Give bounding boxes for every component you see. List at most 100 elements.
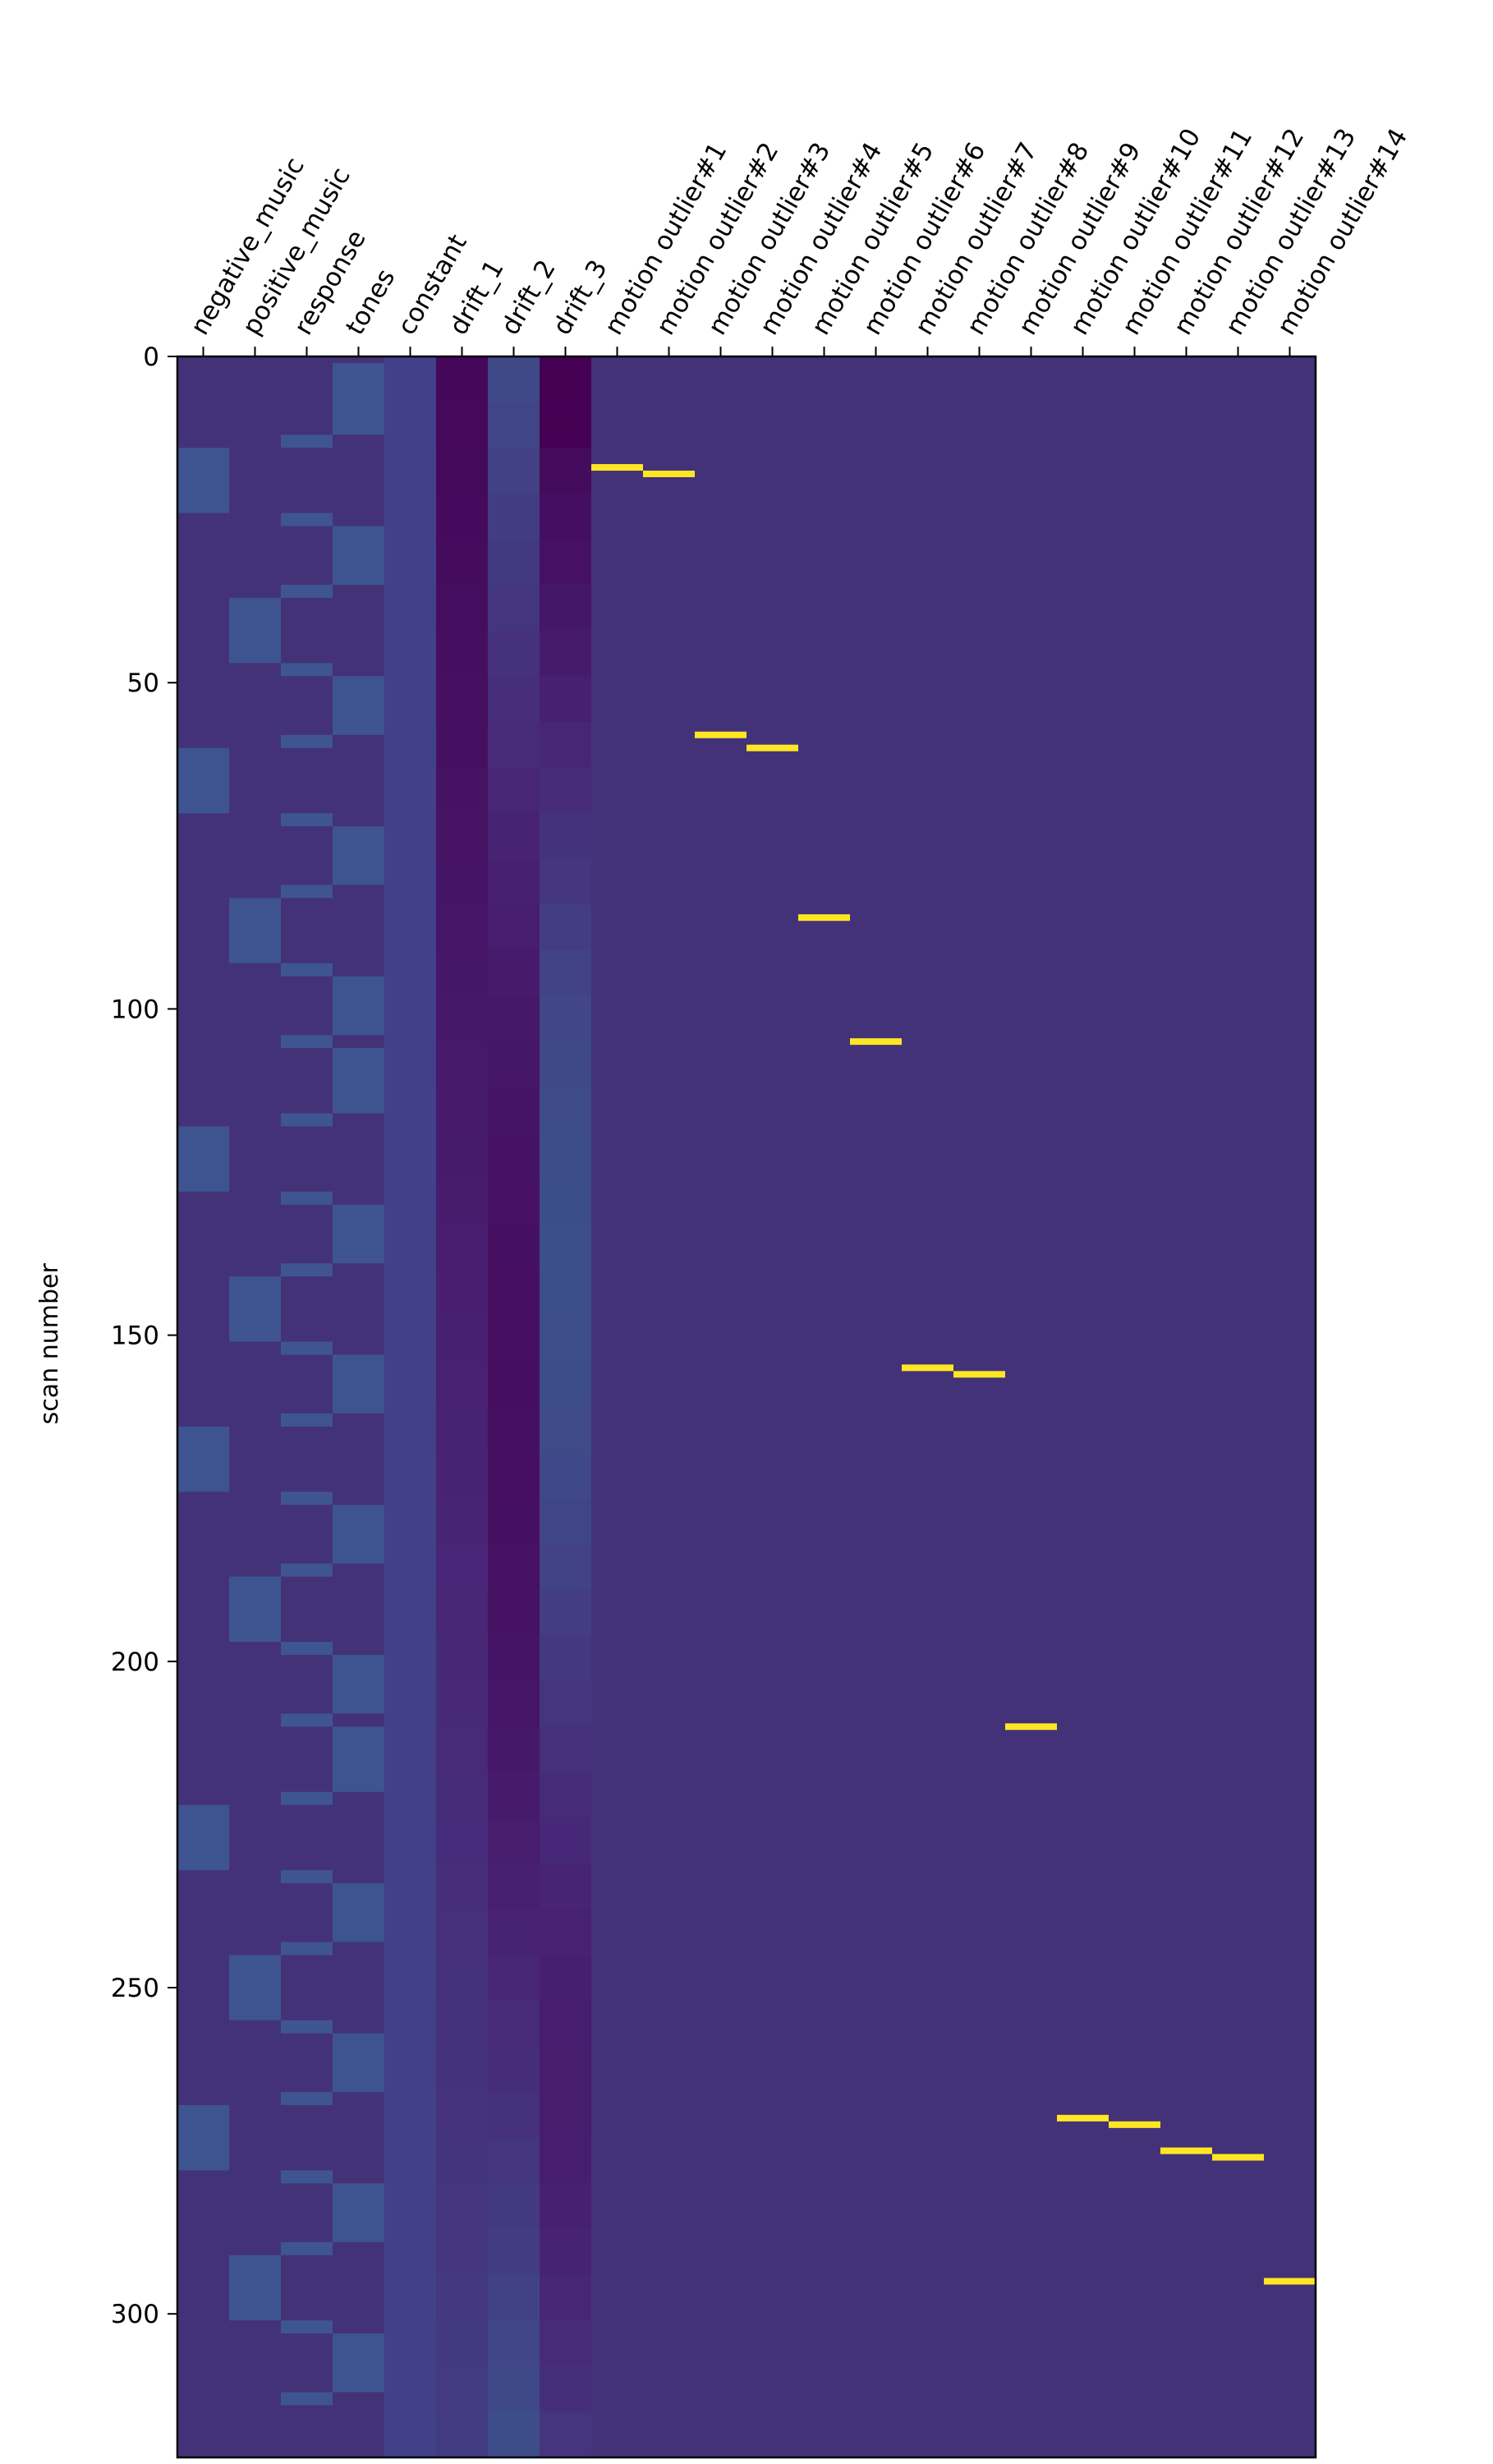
positive-music-block xyxy=(229,898,281,963)
drift-2-segment xyxy=(488,1407,540,1454)
drift-3-segment xyxy=(540,2000,591,2048)
positive-music-block xyxy=(229,597,281,664)
drift-2-segment xyxy=(488,1589,540,1637)
drift-2-segment xyxy=(488,1270,540,1317)
drift-3-segment xyxy=(540,949,591,997)
drift-1-segment xyxy=(436,1133,488,1179)
drift-2-segment xyxy=(488,721,540,769)
drift-3-segment xyxy=(540,1635,591,1682)
drift-3-segment xyxy=(540,539,591,586)
drift-3-segment xyxy=(540,1315,591,1363)
positive-music-block xyxy=(229,1276,281,1342)
drift-3-segment xyxy=(540,1543,591,1591)
response-block xyxy=(281,2392,333,2406)
drift-3-segment xyxy=(540,1864,591,1910)
drift-2-segment xyxy=(488,1635,540,1682)
drift-1-segment xyxy=(436,1224,488,1271)
negative-music-block xyxy=(177,1804,229,1871)
y-tick-label: 100 xyxy=(111,995,159,1024)
drift-3-segment xyxy=(540,2183,591,2230)
drift-1-segment xyxy=(436,767,488,815)
response-block xyxy=(281,2320,333,2334)
negative-music-block xyxy=(177,1126,229,1192)
drift-1-segment xyxy=(436,1772,488,1819)
heatmap-cells xyxy=(177,356,1316,2458)
drift-3-segment xyxy=(540,1452,591,1500)
tones-block xyxy=(333,1882,384,1942)
drift-1-segment xyxy=(436,1087,488,1134)
drift-2-segment xyxy=(488,630,540,678)
response-block xyxy=(281,663,333,677)
drift-3-segment xyxy=(540,585,591,632)
drift-3-segment xyxy=(540,2046,591,2094)
motion-outlier-spike xyxy=(1005,1723,1057,1731)
drift-3-segment xyxy=(540,904,591,951)
drift-3-segment xyxy=(540,2411,591,2458)
drift-1-segment xyxy=(436,813,488,860)
drift-1-segment xyxy=(436,1178,488,1225)
drift-3-segment xyxy=(540,1772,591,1819)
drift-2-segment xyxy=(488,2000,540,2048)
drift-2-segment xyxy=(488,1818,540,1865)
motion-outlier-spike xyxy=(1109,2121,1160,2128)
drift-1-segment xyxy=(436,1270,488,1317)
drift-3-segment xyxy=(540,858,591,906)
drift-2-segment xyxy=(488,1680,540,1728)
drift-2-segment xyxy=(488,813,540,860)
drift-3-segment xyxy=(540,676,591,723)
drift-1-segment xyxy=(436,1407,488,1454)
response-block xyxy=(281,2020,333,2034)
drift-2-segment xyxy=(488,1726,540,1773)
motion-outlier-spike xyxy=(746,744,798,752)
positive-music-block xyxy=(229,1955,281,2020)
drift-2-segment xyxy=(488,858,540,906)
response-block xyxy=(281,963,333,977)
tones-block xyxy=(333,1726,384,1792)
positive-music-block xyxy=(229,2255,281,2321)
drift-1-segment xyxy=(436,630,488,678)
tones-block xyxy=(333,976,384,1036)
negative-music-block xyxy=(177,448,229,513)
drift-1-segment xyxy=(436,2092,488,2139)
drift-2-segment xyxy=(488,493,540,540)
tones-block xyxy=(333,1048,384,1114)
drift-2-segment xyxy=(488,2092,540,2139)
drift-3-segment xyxy=(540,813,591,860)
drift-2-segment xyxy=(488,1772,540,1819)
drift-2-segment xyxy=(488,676,540,723)
drift-1-segment xyxy=(436,1818,488,1865)
drift-2-segment xyxy=(488,2228,540,2276)
motion-outlier-spike xyxy=(902,1364,953,1372)
y-tick-label: 0 xyxy=(143,342,159,372)
drift-2-segment xyxy=(488,2137,540,2185)
response-block xyxy=(281,1113,333,1127)
response-block xyxy=(281,2092,333,2106)
drift-1-segment xyxy=(436,858,488,906)
motion-outlier-spike xyxy=(1160,2147,1212,2154)
drift-1-segment xyxy=(436,995,488,1043)
negative-music-block xyxy=(177,2105,229,2171)
drift-3-segment xyxy=(540,1270,591,1317)
drift-2-segment xyxy=(488,949,540,997)
drift-1-segment xyxy=(436,2000,488,2048)
response-block xyxy=(281,1942,333,1956)
plot-frame xyxy=(176,355,1317,2459)
drift-3-segment xyxy=(540,2365,591,2413)
drift-2-segment xyxy=(488,1909,540,1956)
drift-3-segment xyxy=(540,1589,591,1637)
drift-2-segment xyxy=(488,1041,540,1088)
drift-2-segment xyxy=(488,1452,540,1500)
drift-3-segment xyxy=(540,2228,591,2276)
response-block xyxy=(281,1563,333,1577)
tones-block xyxy=(333,1654,384,1714)
drift-3-segment xyxy=(540,1726,591,1773)
motion-outlier-spike xyxy=(953,1371,1005,1378)
drift-1-segment xyxy=(436,1498,488,1545)
tones-block xyxy=(333,2183,384,2242)
drift-3-segment xyxy=(540,356,591,403)
drift-2-segment xyxy=(488,2365,540,2413)
drift-3-segment xyxy=(540,1178,591,1225)
drift-3-segment xyxy=(540,1041,591,1088)
response-block xyxy=(281,1791,333,1805)
drift-3-segment xyxy=(540,1680,591,1728)
